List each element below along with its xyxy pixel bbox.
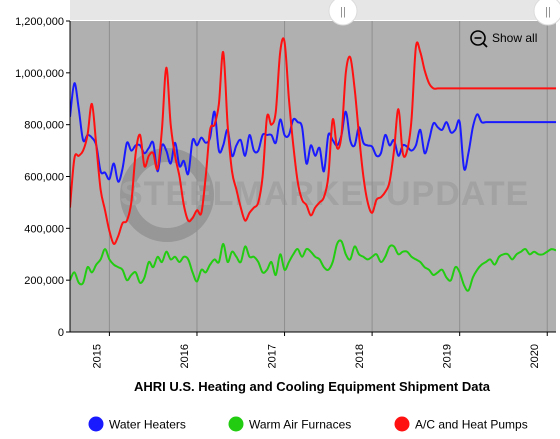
gridlines <box>108 21 548 332</box>
x-tick-label-2016: 2016 <box>179 344 191 368</box>
x-tick-label-2019: 2019 <box>442 344 454 368</box>
range-navigator[interactable]: || || <box>70 0 560 26</box>
y-tick-label: 600,000 <box>24 172 64 184</box>
y-axis: 0 200,000 400,000 600,000 800,000 1,000,000 1,… <box>15 16 70 339</box>
legend-marker <box>228 416 244 432</box>
range-handle-right-grip-icon: || <box>545 6 551 18</box>
zoom-out-icon-handle <box>482 42 488 48</box>
y-tick-label: 800,000 <box>24 120 64 132</box>
legend-marker <box>394 416 410 432</box>
y-tick-label: 200,000 <box>24 275 64 287</box>
range-handle-right[interactable] <box>533 0 560 26</box>
legend-item-warm-air-furnaces[interactable]: Warm Air Furnaces <box>228 416 352 432</box>
legend-label: Water Heaters <box>109 418 186 432</box>
y-tick-label: 1,200,000 <box>15 16 64 28</box>
zoom-out-icon[interactable] <box>470 30 486 46</box>
range-handle-left[interactable] <box>328 0 358 26</box>
legend-item-a-c-and-heat-pumps[interactable]: A/C and Heat Pumps <box>394 416 528 432</box>
series-line-water-heaters <box>70 82 556 183</box>
x-axis: 2015 2016 2017 2018 2019 2020 <box>91 332 548 368</box>
series-line-a-c-and-heat-pumps <box>70 37 556 245</box>
y-tick-label: 0 <box>58 327 64 339</box>
range-track[interactable] <box>70 0 556 20</box>
x-tick-label-2020: 2020 <box>529 344 541 368</box>
y-tick-label: 400,000 <box>24 223 64 235</box>
x-tick-label-2017: 2017 <box>267 344 279 368</box>
legend-marker <box>88 416 104 432</box>
show-all-button[interactable]: Show all <box>470 30 537 48</box>
x-tick-label-2015: 2015 <box>91 344 103 368</box>
series-line-warm-air-furnaces <box>70 239 556 292</box>
legend-label: Warm Air Furnaces <box>249 418 351 432</box>
plot-area <box>70 21 556 332</box>
legend: Water Heaters Warm Air Furnaces A/C and He… <box>88 416 528 432</box>
chart-title: AHRI U.S. Heating and Cooling Equipment … <box>134 379 491 394</box>
range-handle-left-grip-icon: || <box>340 6 346 18</box>
show-all-label[interactable]: Show all <box>492 31 537 45</box>
x-tick-label-2018: 2018 <box>354 344 366 368</box>
legend-item-water-heaters[interactable]: Water Heaters <box>88 416 186 432</box>
legend-label: A/C and Heat Pumps <box>415 418 528 432</box>
y-tick-label: 1,000,000 <box>15 68 64 80</box>
series-layer <box>70 37 556 292</box>
